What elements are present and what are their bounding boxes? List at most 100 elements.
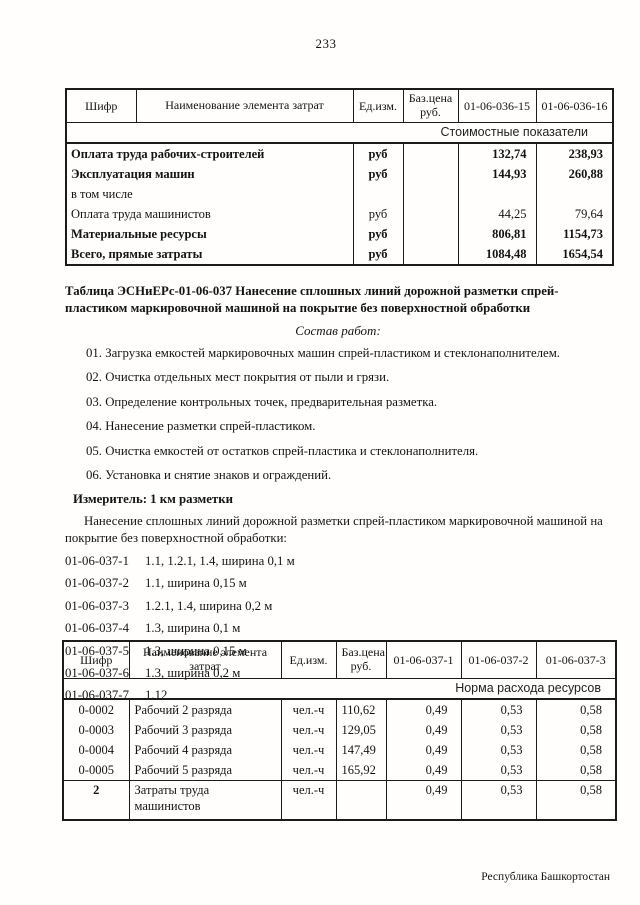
value: 1154,73	[535, 224, 614, 244]
section-label: Норма расхода ресурсов	[62, 678, 617, 700]
base-price: 110,62	[335, 699, 387, 720]
base-price	[402, 143, 459, 164]
value: 0,49	[385, 720, 462, 740]
variant-code: 01-06-037-4	[65, 621, 129, 636]
base-price: 129,05	[335, 720, 387, 740]
work-item: 06. Установка и снятие знаков и огражден…	[86, 467, 332, 482]
value: 0,53	[460, 780, 537, 820]
table-row: 0-0004 Рабочий 4 разряда чел.-ч 147,49 0…	[62, 740, 617, 760]
work-item: 05. Очистка емкостей от остатков спрей-п…	[86, 443, 479, 458]
resource-name: Затраты труда машинистов	[128, 780, 282, 820]
resource-name: Рабочий 3 разряда	[128, 720, 282, 740]
column-header: Ед.изм.	[280, 641, 337, 679]
column-header: Наименование элемента затрат	[128, 641, 282, 679]
variant-row: 01-06-037-1 1.1, 1.2.1, 1.4, ширина 0,1 …	[65, 553, 611, 570]
value: 260,88	[535, 164, 614, 184]
unit: чел.-ч	[280, 740, 337, 760]
value: 0,49	[385, 699, 462, 720]
work-item: 01. Загрузка емкостей маркировочных маши…	[86, 345, 561, 360]
base-price	[402, 164, 459, 184]
cost-name: Оплата труда рабочих-строителей	[65, 143, 354, 164]
resource-code: 0-0003	[62, 720, 130, 740]
cost-name: Материальные ресурсы	[65, 224, 354, 244]
unit: руб	[352, 244, 404, 265]
column-header: Ед.изм.	[352, 89, 404, 123]
unit: руб	[352, 224, 404, 244]
column-header: 01-06-037-1	[385, 641, 462, 679]
value	[535, 184, 614, 204]
table-title: Таблица ЭСНиЕРс-01-06-037 Нанесение спло…	[65, 284, 559, 315]
column-header: 01-06-037-3	[535, 641, 617, 679]
base-price	[402, 184, 459, 204]
value: 132,74	[457, 143, 537, 164]
value: 0,58	[535, 780, 617, 820]
table-header-row: Шифр Наименование элемента затрат Ед.изм…	[65, 89, 614, 123]
unit: руб	[352, 204, 404, 224]
value: 0,49	[385, 740, 462, 760]
variant-row: 01-06-037-4 1.3, ширина 0,1 м	[65, 620, 611, 637]
unit: чел.-ч	[280, 699, 337, 720]
base-price: 165,92	[335, 760, 387, 781]
column-header: Шифр	[65, 89, 137, 123]
base-price	[402, 244, 459, 265]
table-row: 0-0002 Рабочий 2 разряда чел.-ч 110,62 0…	[62, 699, 617, 720]
footer-region-label: Республика Башкортостан	[481, 871, 610, 883]
table-row: Всего, прямые затраты руб 1084,48 1654,5…	[65, 244, 614, 265]
unit: руб	[352, 143, 404, 164]
value: 79,64	[535, 204, 614, 224]
resource-name: Рабочий 4 разряда	[128, 740, 282, 760]
column-header: Шифр	[62, 641, 130, 679]
variant-desc: 1.2.1, 1.4, ширина 0,2 м	[145, 598, 273, 613]
resource-code: 2	[62, 780, 130, 820]
value: 0,49	[385, 760, 462, 781]
description: Нанесение сплошных линий дорожной размет…	[65, 514, 603, 546]
value: 0,53	[460, 720, 537, 740]
value: 1654,54	[535, 244, 614, 265]
unit: чел.-ч	[280, 720, 337, 740]
unit: руб	[352, 164, 404, 184]
value: 0,58	[535, 699, 617, 720]
column-header: Баз.цена руб.	[402, 89, 459, 123]
work-item: 04. Нанесение разметки спрей-пластиком.	[86, 419, 316, 434]
cost-indicators-table: Шифр Наименование элемента затрат Ед.изм…	[65, 88, 614, 266]
meter-label: Измеритель: 1 км разметки	[73, 492, 233, 507]
table-row: 2 Затраты труда машинистов чел.-ч 0,49 0…	[62, 780, 617, 820]
section-label: Стоимостные показатели	[65, 122, 614, 144]
cost-name: Эксплуатация машин	[65, 164, 354, 184]
column-header: 01-06-036-15	[457, 89, 537, 123]
resource-norms-table: Шифр Наименование элемента затрат Ед.изм…	[62, 640, 617, 821]
column-header: Наименование элемента затрат	[135, 89, 354, 123]
value: 0,58	[535, 720, 617, 740]
unit: чел.-ч	[280, 760, 337, 781]
value: 44,25	[457, 204, 537, 224]
resource-name: Рабочий 5 разряда	[128, 760, 282, 781]
base-price	[402, 204, 459, 224]
table-row: в том числе	[65, 184, 614, 204]
variant-row: 01-06-037-2 1.1, ширина 0,15 м	[65, 575, 611, 592]
unit	[352, 184, 404, 204]
value: 0,53	[460, 760, 537, 781]
variant-desc: 1.1, ширина 0,15 м	[145, 576, 247, 591]
variant-code: 01-06-037-3	[65, 598, 129, 613]
value: 0,58	[535, 760, 617, 781]
value: 238,93	[535, 143, 614, 164]
work-item: 02. Очистка отдельных мест покрытия от п…	[86, 370, 390, 385]
value: 0,49	[385, 780, 462, 820]
value: 0,53	[460, 699, 537, 720]
table-row: Оплата труда машинистов руб 44,25 79,64	[65, 204, 614, 224]
section-label-row: Норма расхода ресурсов	[62, 678, 617, 700]
work-item: 03. Определение контрольных точек, предв…	[86, 394, 438, 409]
value: 144,93	[457, 164, 537, 184]
cost-name: в том числе	[65, 184, 354, 204]
table-row: 0-0003 Рабочий 3 разряда чел.-ч 129,05 0…	[62, 720, 617, 740]
column-header: 01-06-036-16	[535, 89, 614, 123]
base-price	[335, 780, 387, 820]
table-row: Оплата труда рабочих-строителей руб 132,…	[65, 143, 614, 164]
value: 806,81	[457, 224, 537, 244]
table-header-row: Шифр Наименование элемента затрат Ед.изм…	[62, 641, 617, 679]
variant-code: 01-06-037-2	[65, 576, 129, 591]
resource-code: 0-0002	[62, 699, 130, 720]
column-header: Баз.цена руб.	[335, 641, 387, 679]
resource-code: 0-0004	[62, 740, 130, 760]
